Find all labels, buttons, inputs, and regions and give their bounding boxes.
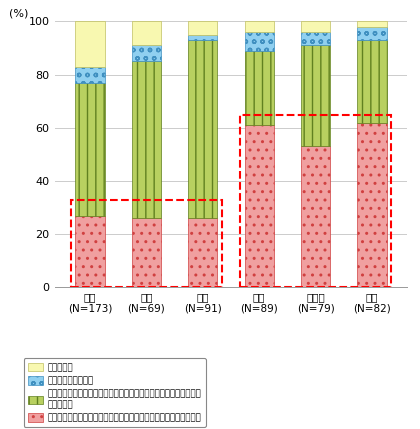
Bar (357, 40, 387, 123)
Bar (188, 35, 218, 40)
Bar (357, 27, 387, 40)
Bar (75, 83, 105, 216)
Bar (188, 21, 218, 35)
Bar (188, 40, 218, 218)
Bar (301, 146, 331, 287)
Legend: わからない, 標準化に関心はない, 自ら標準化活動に取り組んでいないが、標準化が進展することを期
待している, 自ら標準化活動に取り組んでいる、または今後取り組: わからない, 標準化に関心はない, 自ら標準化活動に取り組んでいないが、標準化が… (24, 358, 206, 427)
Bar (240, 115, 391, 287)
Bar (244, 125, 274, 287)
Text: (%): (%) (9, 9, 28, 19)
Bar (131, 45, 161, 61)
Bar (131, 61, 161, 218)
Bar (244, 32, 274, 51)
Bar (131, 218, 161, 287)
Bar (244, 21, 274, 32)
Bar (357, 21, 387, 27)
Bar (301, 32, 331, 45)
Bar (75, 216, 105, 287)
Bar (75, 21, 105, 66)
Bar (244, 51, 274, 125)
Bar (188, 218, 218, 287)
Bar (301, 45, 331, 146)
Bar (357, 123, 387, 287)
Bar (75, 66, 105, 83)
Bar (131, 21, 161, 45)
Bar (301, 21, 331, 32)
Bar (71, 199, 222, 287)
